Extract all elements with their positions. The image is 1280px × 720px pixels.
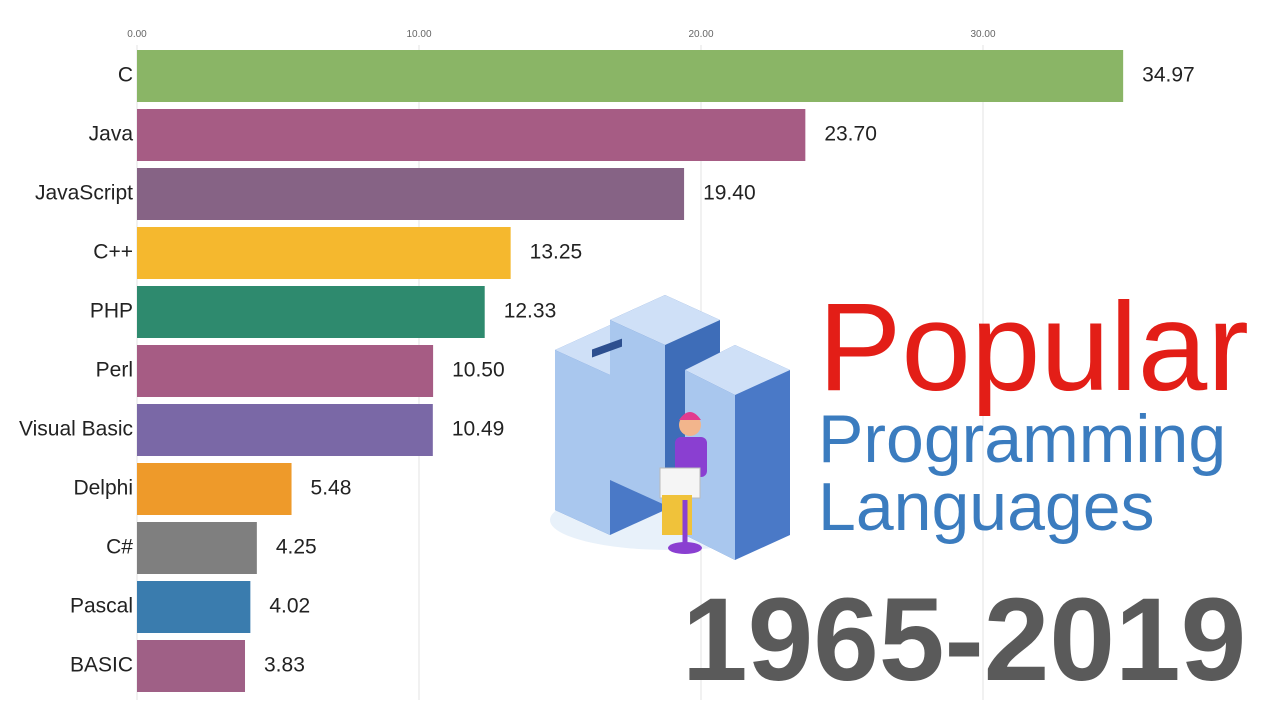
value-label: 10.49	[452, 418, 505, 441]
category-label: C++	[93, 241, 133, 264]
category-label: PHP	[90, 300, 133, 323]
bar	[137, 640, 246, 692]
bar	[137, 522, 257, 574]
bar	[137, 286, 485, 338]
bar	[137, 463, 292, 515]
x-tick-label: 30.00	[970, 29, 995, 40]
year-range: 1965-2019	[682, 574, 1246, 706]
bar	[137, 168, 685, 220]
category-label: Java	[89, 123, 134, 146]
value-label: 13.25	[530, 241, 583, 264]
category-label: Visual Basic	[19, 418, 133, 441]
bar	[137, 50, 1124, 102]
x-tick-label: 0.00	[127, 29, 147, 40]
bar	[137, 345, 434, 397]
value-label: 34.97	[1142, 64, 1195, 87]
bar	[137, 109, 806, 161]
headline-word: Languages	[818, 469, 1155, 545]
category-label: C#	[106, 536, 133, 559]
headline-word: Programming	[818, 401, 1226, 477]
value-label: 3.83	[264, 654, 305, 677]
category-label: Perl	[96, 359, 133, 382]
category-label: C	[118, 64, 133, 87]
value-label: 19.40	[703, 182, 756, 205]
bar	[137, 227, 511, 279]
value-label: 10.50	[452, 359, 505, 382]
value-label: 23.70	[824, 123, 877, 146]
bar	[137, 581, 251, 633]
category-label: Pascal	[70, 595, 133, 618]
category-label: Delphi	[73, 477, 133, 500]
bar	[137, 404, 433, 456]
x-tick-label: 20.00	[688, 29, 713, 40]
server-illustration	[550, 295, 790, 560]
category-label: BASIC	[70, 654, 133, 677]
value-label: 12.33	[504, 300, 557, 323]
value-label: 4.25	[276, 536, 317, 559]
x-tick-label: 10.00	[406, 29, 431, 40]
value-label: 5.48	[311, 477, 352, 500]
value-label: 4.02	[269, 595, 310, 618]
bars: C 34.97 Java 23.70 JavaScript 19.40 C++ 13.25 PH…	[19, 50, 1195, 692]
headline-word: Popular	[818, 278, 1249, 417]
category-label: JavaScript	[35, 182, 133, 205]
